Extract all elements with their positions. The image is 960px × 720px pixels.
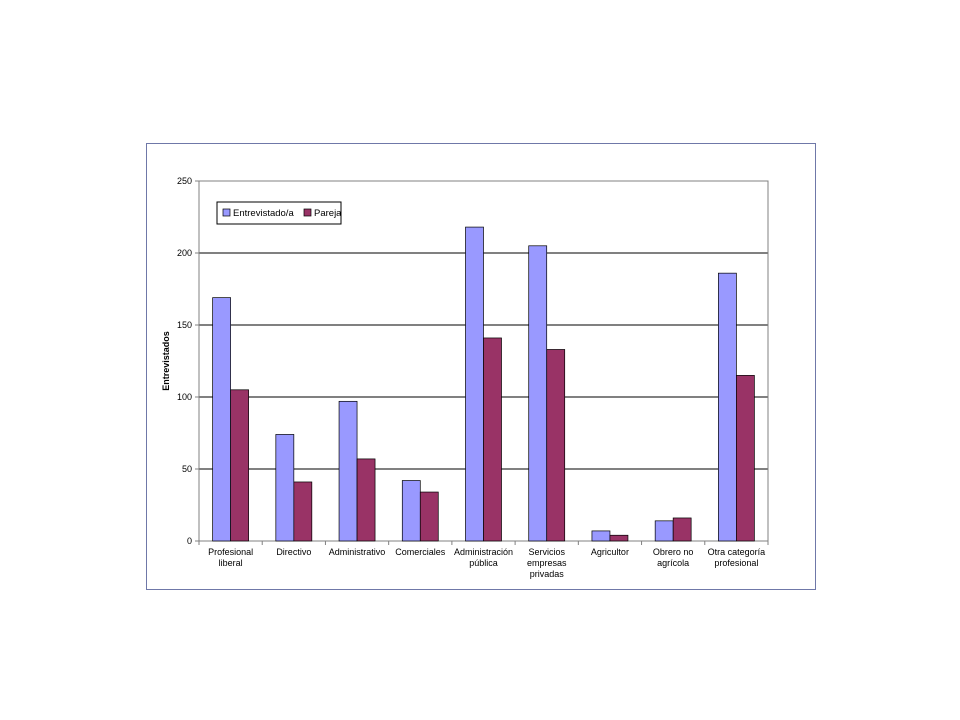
x-category-label-line: empresas xyxy=(527,558,567,568)
x-category-label-line: Comerciales xyxy=(395,547,446,557)
bars xyxy=(212,226,755,542)
x-category-label-line: Otra categoría xyxy=(708,547,766,557)
bar-pareja xyxy=(736,375,755,542)
y-tick-label: 50 xyxy=(182,464,192,474)
x-category-label-line: Profesional xyxy=(208,547,253,557)
x-category-label-line: Directivo xyxy=(276,547,311,557)
x-category-label: Agricultor xyxy=(591,547,629,557)
legend-swatch xyxy=(303,208,312,217)
bar-entrevistado xyxy=(591,530,611,542)
y-axis-title: Entrevistados xyxy=(161,331,171,391)
bar-entrevistado xyxy=(212,297,231,542)
y-tick-label: 100 xyxy=(177,392,192,402)
x-category-label-line: Administrativo xyxy=(329,547,386,557)
bar-entrevistado xyxy=(401,480,421,542)
x-category-label: Administrativo xyxy=(329,547,386,557)
x-category-label-line: agrícola xyxy=(657,558,689,568)
bar-pareja xyxy=(230,389,249,542)
y-tick-label: 150 xyxy=(177,320,192,330)
bar-entrevistado xyxy=(528,245,548,542)
bar-pareja xyxy=(419,491,439,542)
x-category-label-line: profesional xyxy=(714,558,758,568)
x-category-label-line: Administración xyxy=(454,547,513,557)
x-category-label-line: privadas xyxy=(530,569,565,579)
bar-entrevistado xyxy=(654,520,674,542)
x-category-label-line: Agricultor xyxy=(591,547,629,557)
y-axis-ticks: 0 50 100 150 200 250 xyxy=(177,176,199,546)
bar-pareja xyxy=(546,349,566,542)
y-tick-label: 250 xyxy=(177,176,192,186)
legend-label: Entrevistado/a xyxy=(233,208,294,219)
legend: Entrevistado/a Pareja xyxy=(216,201,342,225)
x-category-label-line: Servicios xyxy=(528,547,565,557)
bar-pareja xyxy=(483,337,502,542)
x-category-label: Otra categoría profesional xyxy=(708,547,766,568)
x-category-label: Administración pública xyxy=(454,547,513,568)
bar-chart: 0 50 100 150 200 250 Profesional liberal Direct… xyxy=(161,176,769,579)
x-category-label: Servicios empresas privadas xyxy=(527,547,567,579)
legend-label: Pareja xyxy=(314,208,342,219)
legend-box xyxy=(216,201,342,225)
x-category-label: Profesional liberal xyxy=(208,547,253,568)
bar-pareja xyxy=(609,534,629,542)
x-axis-labels: Profesional liberal Directivo Administrativ… xyxy=(198,541,769,579)
x-category-label: Directivo xyxy=(276,547,311,557)
y-tick-label: 0 xyxy=(187,536,192,546)
bar-pareja xyxy=(293,481,313,542)
x-category-label: Comerciales xyxy=(395,547,446,557)
bar-entrevistado xyxy=(718,272,737,542)
legend-swatch xyxy=(222,208,231,217)
x-category-label-line: liberal xyxy=(219,558,243,568)
y-tick-label: 200 xyxy=(177,248,192,258)
x-category-label-line: pública xyxy=(469,558,498,568)
bar-pareja xyxy=(672,517,692,542)
x-category-label-line: Obrero no xyxy=(653,547,694,557)
bar-entrevistado xyxy=(275,434,295,542)
bar-entrevistado xyxy=(465,226,484,542)
chart-frame: 0 50 100 150 200 250 Profesional liberal Direct… xyxy=(146,143,816,590)
bar-pareja xyxy=(356,458,376,542)
bar-entrevistado xyxy=(338,400,358,542)
x-category-label: Obrero no agrícola xyxy=(653,547,694,568)
